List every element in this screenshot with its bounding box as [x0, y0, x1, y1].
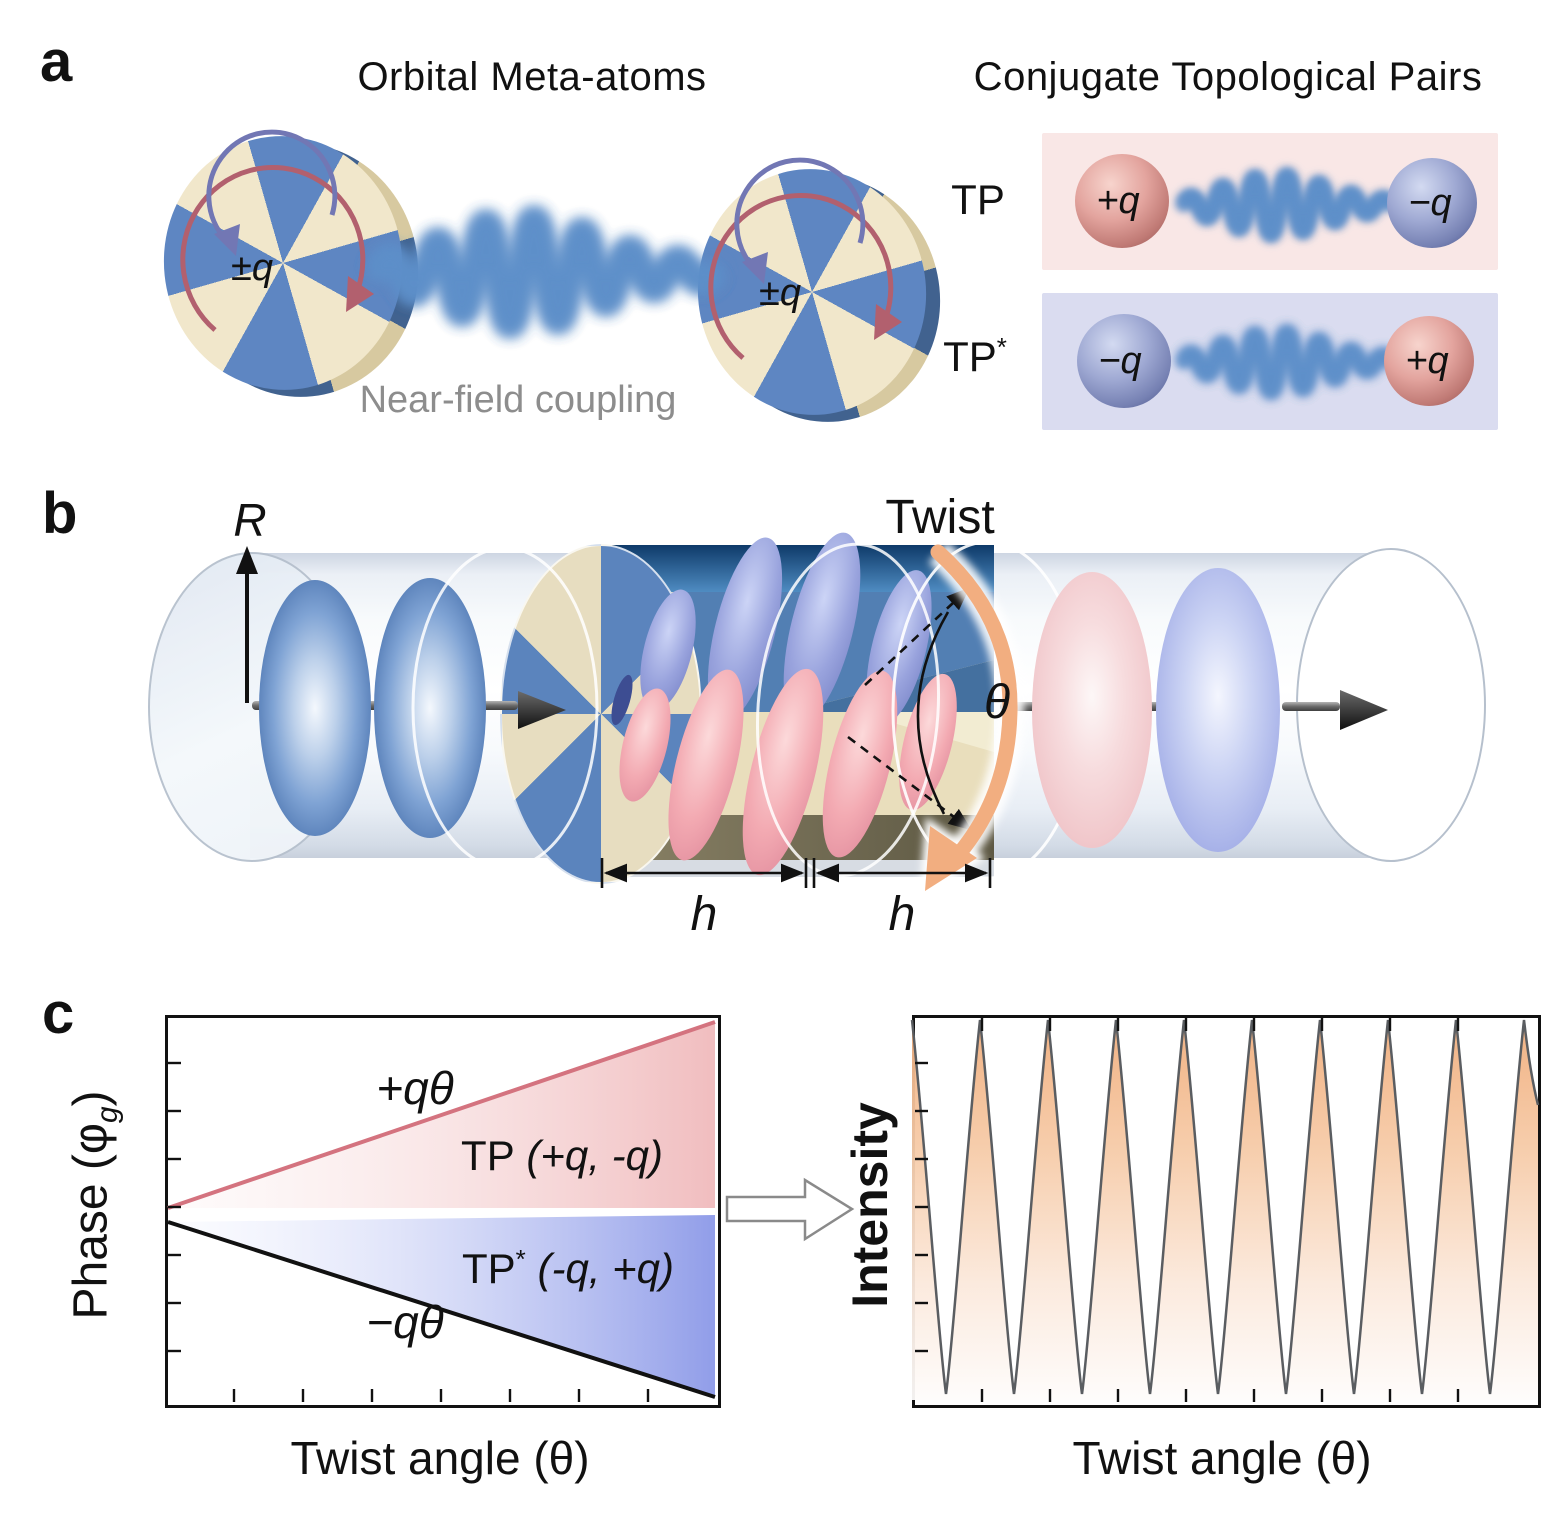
orbital-rotation-arrows — [180, 129, 374, 332]
pitch-label-1: h — [690, 888, 718, 941]
pitch-dimension-lines — [600, 858, 992, 888]
block-arrow-right — [725, 1177, 855, 1242]
radius-arrow — [236, 546, 258, 703]
sphere-positive-tp — [1075, 154, 1169, 248]
twist-label: Twist — [885, 491, 995, 544]
radius-label: R — [233, 494, 267, 546]
glass-ring-front — [411, 546, 599, 870]
sphere-negative-tp — [1387, 158, 1477, 248]
sphere-positive-tpstar — [1384, 316, 1474, 406]
phase-plot-content — [167, 1020, 716, 1402]
pitch-label-2: h — [888, 888, 916, 941]
charge-label-right-disk: ±q — [759, 272, 801, 314]
tp-star-region-label: TP* (-q, +q) — [461, 1244, 675, 1292]
intensity-plot-ylabel: Intensity — [842, 1102, 898, 1308]
phase-plot-ylabel: Phase (φg) — [64, 1090, 124, 1320]
mode-disk-1 — [259, 580, 371, 836]
tp-right-sphere-charge: −q — [1408, 182, 1452, 224]
tpstar-right-sphere-charge: +q — [1405, 340, 1449, 382]
intensity-plot-content — [910, 1018, 1540, 1402]
tp-star-pair-wave — [1183, 333, 1391, 391]
panel-b-label: b — [42, 481, 78, 546]
panel-a-title-left: Orbital Meta-atoms — [357, 55, 707, 99]
output-disk-blue — [1156, 568, 1280, 852]
tpstar-left-sphere-charge: −q — [1098, 340, 1142, 382]
tp-left-sphere-charge: +q — [1096, 180, 1140, 222]
panel-a-label: a — [40, 29, 73, 94]
theta-label: θ — [983, 676, 1011, 729]
minus-q-theta-label: −qθ — [366, 1296, 444, 1348]
panel-a-title-right: Conjugate Topological Pairs — [973, 55, 1483, 99]
tp-pair-wave — [1183, 169, 1391, 241]
mode-disk-2 — [374, 578, 486, 838]
tp-region-label: TP (+q, -q) — [461, 1132, 663, 1179]
near-field-coupling-caption: Near-field coupling — [359, 379, 677, 421]
panel-c-label: c — [42, 981, 75, 1046]
phase-plot-xlabel: Twist angle (θ) — [290, 1432, 590, 1484]
near-field-coupling-wave — [378, 220, 714, 324]
tp-pair-label: TP — [951, 176, 1005, 223]
twist-rotation-arrow — [919, 541, 1025, 901]
twist-angle-annotation — [847, 587, 972, 831]
sphere-negative-tpstar — [1077, 314, 1171, 408]
tp-star-pair-label: TP* — [943, 332, 1007, 380]
helical-mode — [611, 532, 957, 876]
output-disk-pink — [1032, 572, 1152, 848]
star-superscript: * — [996, 332, 1007, 362]
charge-label-left-disk: ±q — [231, 247, 273, 289]
plus-q-theta-label: +qθ — [376, 1062, 454, 1114]
intensity-plot-xlabel: Twist angle (θ) — [1072, 1432, 1372, 1484]
